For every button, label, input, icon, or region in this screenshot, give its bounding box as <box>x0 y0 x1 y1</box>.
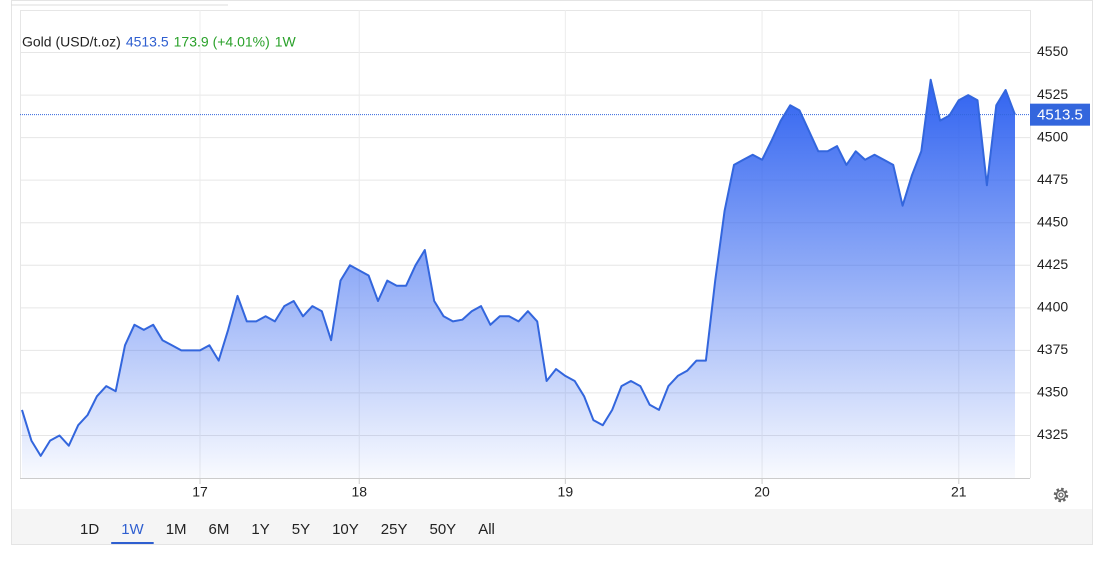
range-button[interactable]: 1M <box>166 521 187 538</box>
range-button[interactable]: 1Y <box>251 521 269 538</box>
x-tick-label: 20 <box>754 484 770 500</box>
area-fill <box>22 79 1015 479</box>
header-price: 4513.5 <box>126 34 169 50</box>
toolbar <box>12 509 1092 544</box>
x-tick-label: 19 <box>558 484 574 500</box>
y-tick-label: 4475 <box>1037 171 1068 187</box>
y-tick-label: 4350 <box>1037 384 1068 400</box>
range-button[interactable]: 1D <box>80 521 99 538</box>
y-tick-label: 4375 <box>1037 341 1068 357</box>
range-button[interactable]: 5Y <box>292 521 310 538</box>
range-button[interactable]: 50Y <box>430 521 457 538</box>
settings-icon[interactable] <box>1053 487 1069 503</box>
y-tick-label: 4450 <box>1037 213 1068 229</box>
range-button[interactable]: 25Y <box>381 521 408 538</box>
range-button[interactable]: 6M <box>209 521 230 538</box>
y-tick-label: 4325 <box>1037 426 1068 442</box>
y-tick-label: 4525 <box>1037 86 1068 102</box>
x-tick-label: 21 <box>951 484 967 500</box>
y-tick-label: 4425 <box>1037 256 1068 272</box>
x-tick-label: 17 <box>192 484 208 500</box>
marks <box>20 78 1030 479</box>
y-tick-label: 4400 <box>1037 299 1068 315</box>
range-button[interactable]: 10Y <box>332 521 359 538</box>
y-tick-label: 4500 <box>1037 128 1068 144</box>
chart-title: Gold (USD/t.oz) <box>22 34 121 50</box>
header-period: 1W <box>275 34 297 50</box>
y-tick-label: 4550 <box>1037 43 1068 59</box>
x-tick-label: 18 <box>351 484 367 500</box>
range-button[interactable]: All <box>478 521 495 538</box>
price-line <box>21 78 1016 457</box>
last-price-label: 4513.5 <box>1037 107 1083 124</box>
last-price-badge <box>1030 103 1090 126</box>
frame <box>11 0 1093 545</box>
range-button[interactable]: 1W <box>121 521 144 538</box>
header-change: 173.9 (+4.01%) <box>174 34 270 50</box>
